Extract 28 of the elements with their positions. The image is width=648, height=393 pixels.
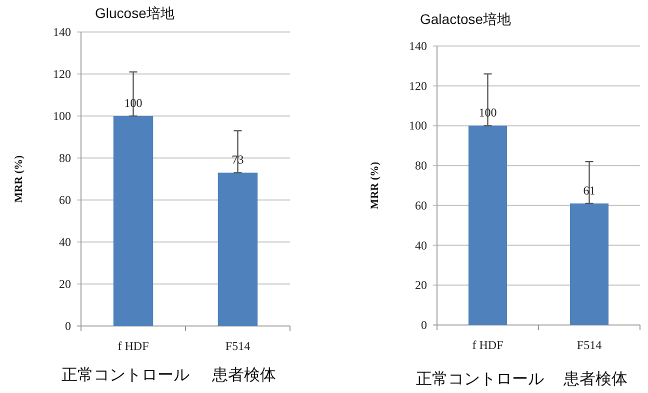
y-tick-label: 60 xyxy=(59,193,71,207)
y-axis-title: MRR (%) xyxy=(13,154,25,203)
text: 正常コントロール xyxy=(416,370,544,388)
y-tick-label: 100 xyxy=(409,118,427,133)
y-tick-label: 100 xyxy=(53,109,71,123)
y-tick-label: 140 xyxy=(409,39,427,53)
text: 患者検体 xyxy=(562,370,628,388)
y-axis-title: MRR (%) xyxy=(369,161,381,210)
x-tick-label: F514 xyxy=(576,338,602,352)
text: 患者検体 xyxy=(210,366,276,384)
chart-title: Glucose培地 xyxy=(95,5,174,21)
y-tick-label: 80 xyxy=(415,158,427,173)
y-tick-label: 0 xyxy=(65,319,71,333)
x-tick-label: f HDF xyxy=(472,338,504,352)
y-tick-label: 20 xyxy=(415,278,427,292)
x-tick-label: f HDF xyxy=(118,339,150,353)
y-tick-label: 140 xyxy=(53,25,71,39)
chart-title: Galactose培地 xyxy=(420,11,512,27)
y-tick-label: 20 xyxy=(59,277,71,291)
y-tick-label: 0 xyxy=(421,318,427,332)
y-tick-label: 80 xyxy=(59,151,71,165)
text: 正常コントロール xyxy=(61,366,190,384)
y-tick-label: 120 xyxy=(53,67,71,81)
y-tick-label: 60 xyxy=(415,198,427,212)
y-tick-label: 120 xyxy=(409,78,427,93)
y-tick-label: 40 xyxy=(59,235,71,249)
y-tick-label: 40 xyxy=(415,238,427,252)
x-tick-label: F514 xyxy=(225,339,250,353)
